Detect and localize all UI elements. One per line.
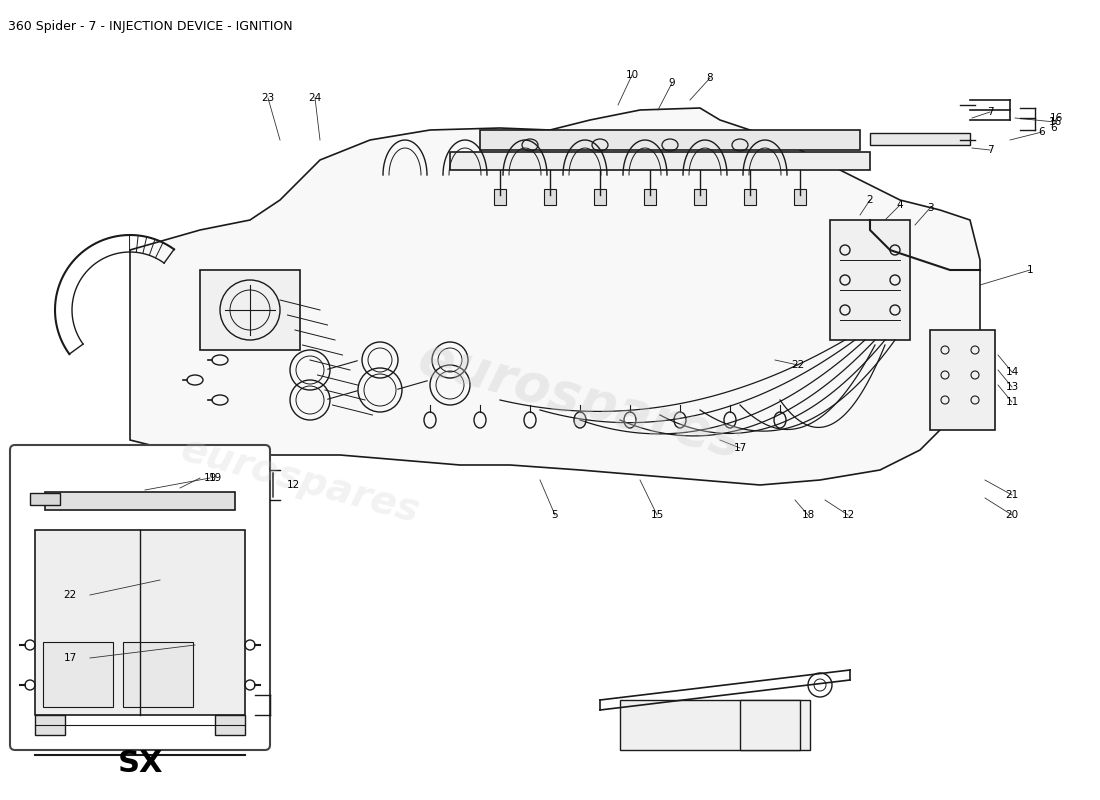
Text: 6: 6 bbox=[1050, 123, 1057, 133]
Bar bbox=[644, 189, 656, 205]
Bar bbox=[214, 715, 245, 735]
Bar bbox=[480, 130, 860, 150]
Bar bbox=[620, 700, 810, 750]
Text: 9: 9 bbox=[669, 78, 675, 88]
Text: 19: 19 bbox=[204, 473, 217, 483]
Bar bbox=[200, 270, 300, 350]
Text: 24: 24 bbox=[308, 93, 321, 103]
Text: SX: SX bbox=[118, 749, 163, 778]
Text: 11: 11 bbox=[1005, 397, 1019, 407]
Text: 5: 5 bbox=[552, 510, 559, 520]
Bar bbox=[740, 700, 800, 750]
Text: 2: 2 bbox=[867, 195, 873, 205]
Bar bbox=[35, 715, 65, 735]
Text: 12: 12 bbox=[287, 480, 300, 490]
Text: eurospares: eurospares bbox=[176, 430, 424, 530]
Bar bbox=[45, 492, 235, 510]
Bar bbox=[43, 642, 113, 707]
Text: 12: 12 bbox=[842, 510, 855, 520]
Bar bbox=[744, 189, 756, 205]
Bar bbox=[494, 189, 506, 205]
Bar bbox=[870, 133, 970, 145]
Text: 16: 16 bbox=[1048, 117, 1062, 127]
Text: 16: 16 bbox=[1050, 113, 1064, 123]
Text: 3: 3 bbox=[926, 203, 933, 213]
Bar bbox=[594, 189, 606, 205]
Bar bbox=[794, 189, 806, 205]
Polygon shape bbox=[130, 108, 980, 485]
FancyBboxPatch shape bbox=[10, 445, 269, 750]
Text: 22: 22 bbox=[791, 360, 804, 370]
Bar bbox=[35, 530, 245, 715]
Text: 13: 13 bbox=[1005, 382, 1019, 392]
Text: 6: 6 bbox=[1038, 127, 1045, 137]
Bar bbox=[830, 220, 910, 340]
Text: 10: 10 bbox=[626, 70, 639, 80]
Text: 8: 8 bbox=[706, 73, 713, 83]
Text: 22: 22 bbox=[64, 590, 77, 600]
Text: 17: 17 bbox=[64, 653, 77, 663]
Text: eurospares: eurospares bbox=[412, 332, 748, 468]
Bar bbox=[450, 152, 870, 170]
Bar bbox=[544, 189, 556, 205]
Bar bbox=[930, 330, 996, 430]
Text: 20: 20 bbox=[1005, 510, 1019, 520]
Bar bbox=[694, 189, 706, 205]
Text: 7: 7 bbox=[987, 145, 993, 155]
Bar bbox=[30, 493, 60, 505]
Text: 18: 18 bbox=[802, 510, 815, 520]
Text: 21: 21 bbox=[1005, 490, 1019, 500]
Bar bbox=[123, 642, 192, 707]
Text: 19: 19 bbox=[208, 473, 221, 483]
Text: 15: 15 bbox=[650, 510, 663, 520]
Text: 1: 1 bbox=[1026, 265, 1033, 275]
Text: 7: 7 bbox=[987, 107, 993, 117]
Text: 23: 23 bbox=[262, 93, 275, 103]
Text: 14: 14 bbox=[1005, 367, 1019, 377]
Text: 4: 4 bbox=[896, 200, 903, 210]
Text: 360 Spider - 7 - INJECTION DEVICE - IGNITION: 360 Spider - 7 - INJECTION DEVICE - IGNI… bbox=[8, 20, 293, 33]
Text: 17: 17 bbox=[734, 443, 747, 453]
